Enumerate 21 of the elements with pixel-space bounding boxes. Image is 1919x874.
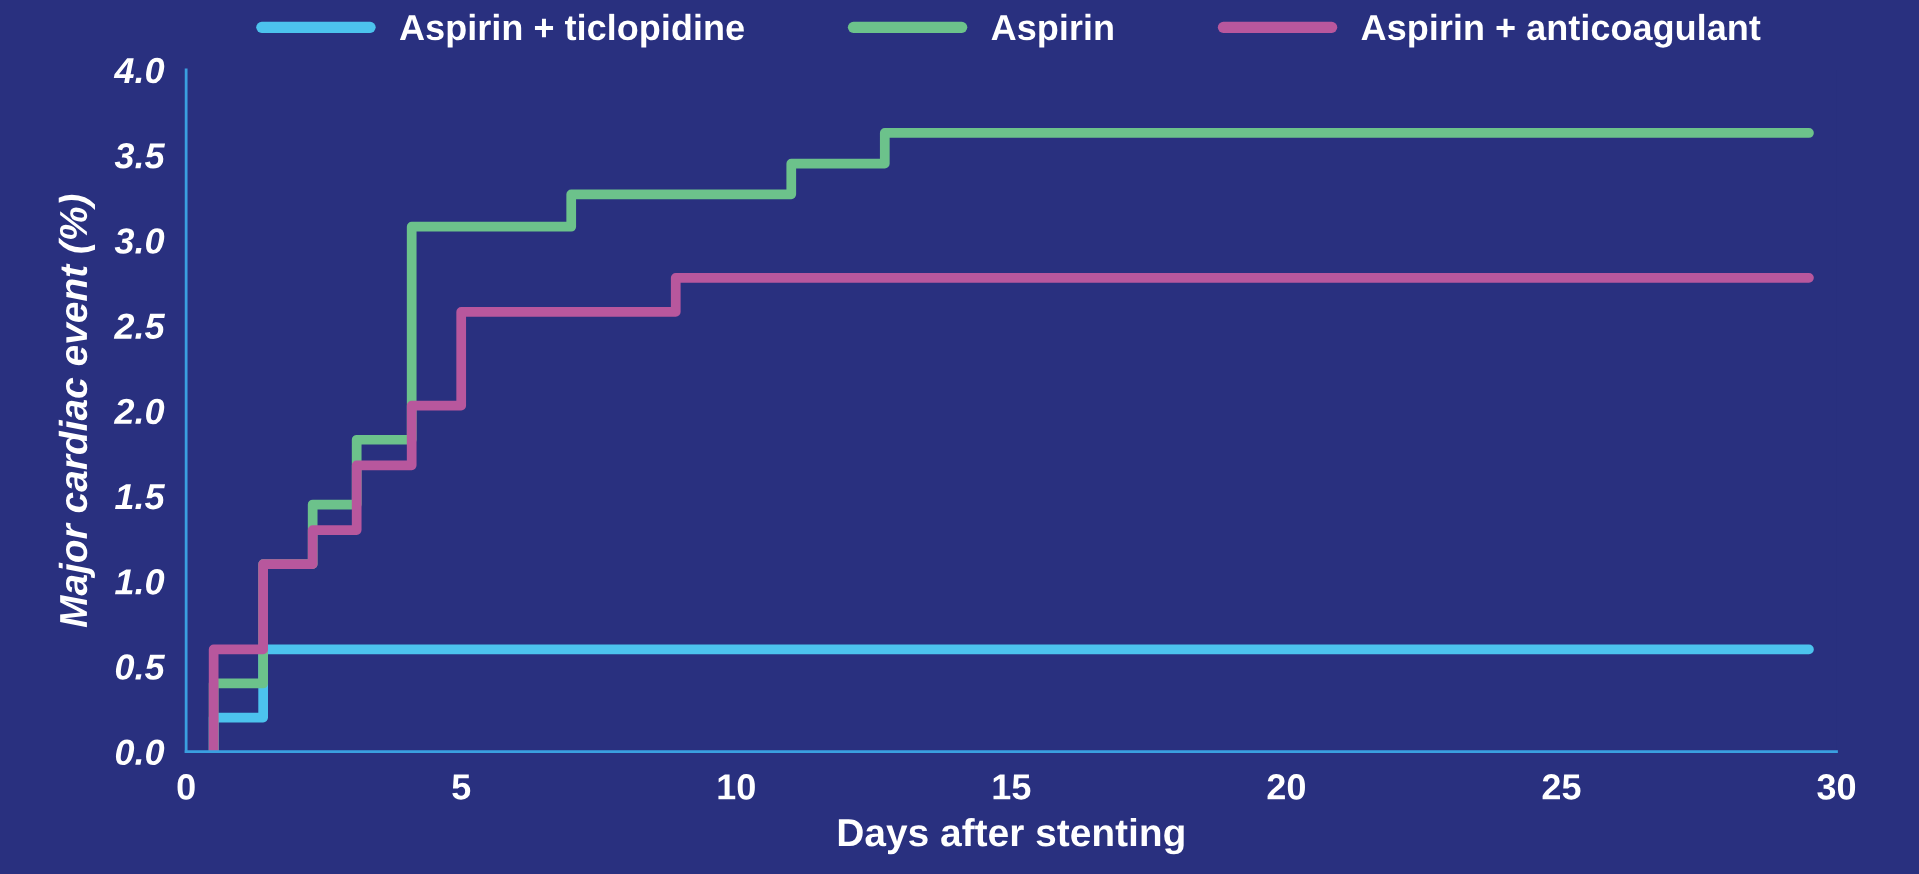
y-tick-label: 4.0 (113, 57, 165, 84)
y-tick-label: 2.0 (113, 398, 165, 425)
y-tick-label: 0.0 (115, 739, 165, 766)
x-axis-title: Days after stenting (838, 817, 1184, 855)
y-tick-label: 2.5 (113, 313, 166, 340)
y-tick-label: 0.5 (115, 654, 166, 680)
y-tick-label: 1.0 (115, 569, 165, 595)
y-axis-title: Major cardiac event (%) (58, 194, 95, 628)
legend-label: Aspirin + anticoagulant (1361, 13, 1761, 48)
x-tick-label: 15 (993, 774, 1031, 800)
y-tick-label: 3.0 (114, 228, 165, 254)
legend-label: Aspirin + ticlopidine (399, 13, 744, 48)
y-tick-label: 3.5 (114, 143, 166, 169)
x-tick-label: 25 (1542, 774, 1581, 800)
x-tick-label: 30 (1817, 774, 1856, 800)
legend-label: Aspirin (991, 13, 1113, 48)
x-tick-label: 0 (177, 774, 195, 800)
x-tick-label: 10 (718, 774, 755, 800)
x-tick-label: 5 (452, 774, 471, 800)
x-tick-label: 20 (1267, 774, 1305, 800)
y-tick-label: 1.5 (115, 484, 166, 510)
